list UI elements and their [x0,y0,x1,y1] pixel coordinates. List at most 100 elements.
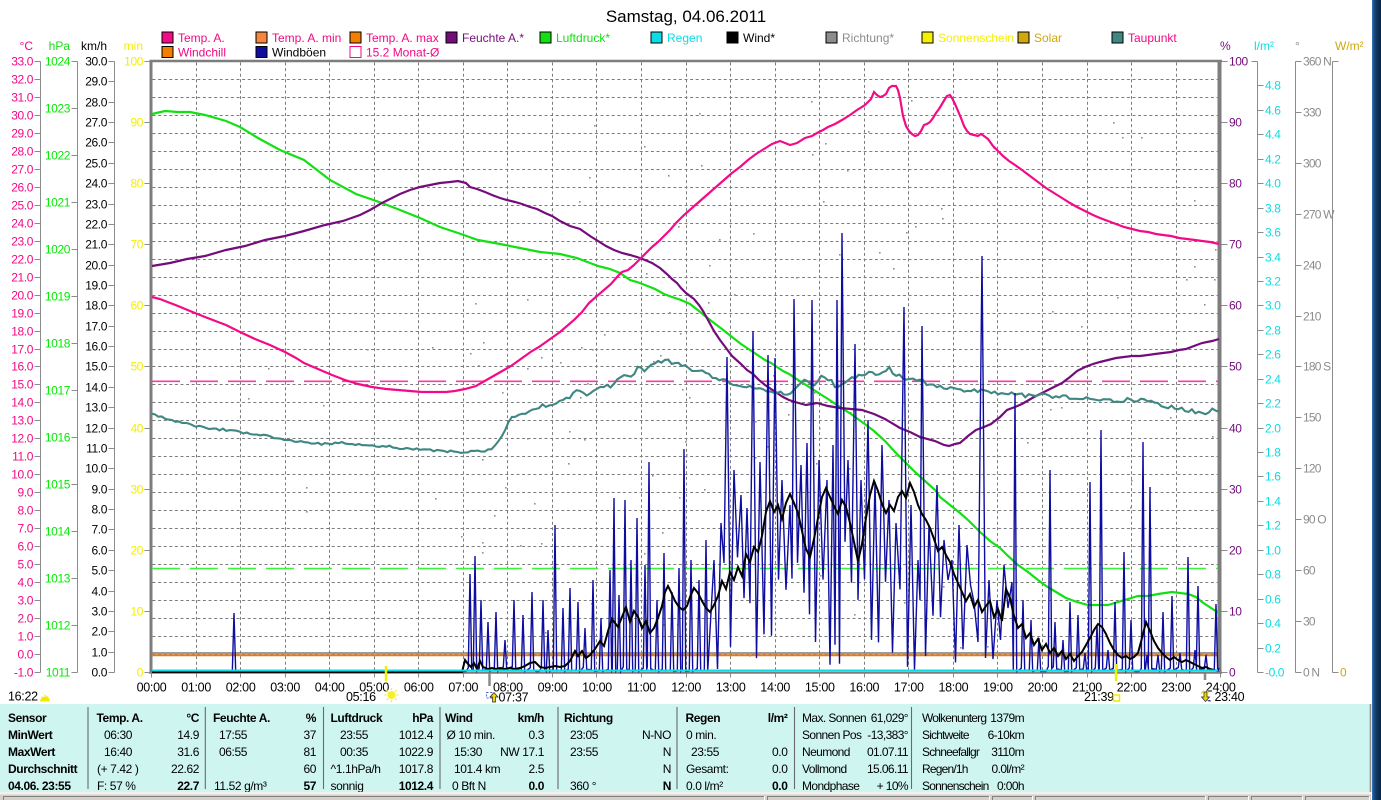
svg-text:1013: 1013 [45,572,71,586]
svg-text:23:05: 23:05 [570,728,599,742]
svg-text:60: 60 [130,299,143,313]
svg-text:22.7: 22.7 [177,779,199,793]
svg-text:Feuchte A.*: Feuchte A.* [462,31,524,45]
svg-text:MaxWert: MaxWert [8,745,55,759]
svg-text:23:55: 23:55 [340,728,369,742]
svg-text:18.0: 18.0 [85,299,107,313]
svg-text:120: 120 [1303,462,1322,476]
svg-text:22.0: 22.0 [85,218,107,232]
svg-text:2.6: 2.6 [1265,348,1281,362]
svg-text:14:00: 14:00 [760,681,790,695]
svg-text:Sensor: Sensor [8,711,47,725]
svg-text:05:16: 05:16 [346,690,376,704]
svg-text:23:55: 23:55 [570,745,599,759]
svg-text:%: % [306,711,317,725]
svg-text:Temp. A.: Temp. A. [97,711,143,725]
svg-text:Schneefallgr: Schneefallgr [922,745,980,759]
svg-text:04.06. 23:55: 04.06. 23:55 [8,779,71,793]
svg-text:70: 70 [130,238,143,252]
svg-text:11.52 g/m³: 11.52 g/m³ [214,779,267,793]
svg-text:31.0: 31.0 [11,91,33,105]
svg-text:0.6: 0.6 [1265,593,1281,607]
svg-text:Windchill: Windchill [178,46,226,60]
svg-text:22:00: 22:00 [1117,681,1147,695]
svg-text:1.0: 1.0 [1265,544,1281,558]
svg-text:180 S: 180 S [1303,360,1331,374]
svg-text:30.0: 30.0 [11,109,33,123]
svg-text:16:00: 16:00 [849,681,879,695]
svg-text:30: 30 [1303,615,1316,629]
svg-text:15.0: 15.0 [85,360,107,374]
svg-text:W/m²: W/m² [1335,39,1364,53]
svg-text:23:00: 23:00 [1161,681,1191,695]
svg-text:25.0: 25.0 [11,199,33,213]
svg-text:Regen: Regen [686,711,721,725]
svg-text:100: 100 [1229,55,1249,69]
svg-text:4.0: 4.0 [18,576,34,590]
svg-text:0: 0 [137,666,144,680]
svg-text:1019: 1019 [45,290,71,304]
svg-text:10:00: 10:00 [582,681,612,695]
svg-text:1.8: 1.8 [1265,446,1281,460]
svg-text:9.0: 9.0 [18,486,34,500]
svg-text:18.0: 18.0 [11,325,33,339]
svg-text:15:00: 15:00 [805,681,835,695]
svg-text:(+ 7.42 ): (+ 7.42 ) [97,762,139,776]
svg-text:1018: 1018 [45,337,71,351]
svg-text:°: ° [1295,39,1300,53]
svg-text:81: 81 [303,745,316,759]
svg-text:0.3: 0.3 [529,728,545,742]
svg-text:23:55: 23:55 [691,745,720,759]
svg-text:Solar: Solar [1034,31,1062,45]
svg-text:1016: 1016 [45,431,71,445]
svg-text:09:00: 09:00 [538,681,568,695]
svg-text:1012.4: 1012.4 [399,728,434,742]
svg-text:0.0: 0.0 [772,779,788,793]
svg-text:29.0: 29.0 [85,75,107,89]
svg-text:80: 80 [1229,177,1242,191]
svg-text:3.2: 3.2 [1265,275,1281,289]
svg-text:Wolkenunterg: Wolkenunterg [922,711,986,725]
svg-text:15.0: 15.0 [11,378,33,392]
svg-text:2.2: 2.2 [1265,397,1281,411]
svg-text:17:00: 17:00 [894,681,924,695]
svg-text:13.0: 13.0 [11,414,33,428]
svg-text:1011: 1011 [46,666,71,680]
svg-text:1017.8: 1017.8 [399,762,434,776]
svg-text:07:37: 07:37 [499,691,529,705]
svg-text:0 min.: 0 min. [686,728,716,742]
svg-text:19:00: 19:00 [983,681,1013,695]
svg-text:28.0: 28.0 [85,96,107,110]
svg-text:1379m: 1379m [990,711,1024,725]
svg-text:2.0: 2.0 [18,612,34,626]
svg-text:20: 20 [130,544,143,558]
svg-text:3.0: 3.0 [18,594,34,608]
svg-text:N: N [663,779,671,793]
svg-text:+ 10%: + 10% [877,779,909,793]
svg-text:-1.0: -1.0 [14,666,34,680]
svg-text:Wind*: Wind* [743,31,775,45]
svg-text:0 Bft N: 0 Bft N [452,779,486,793]
svg-text:Richtung: Richtung [564,711,613,725]
svg-text:Regen/1h: Regen/1h [922,762,968,776]
svg-text:30: 30 [1229,483,1242,497]
svg-text:24.0: 24.0 [85,177,107,191]
svg-text:1012.4: 1012.4 [399,779,434,793]
svg-text:6.0: 6.0 [18,540,34,554]
svg-text:sonnig: sonnig [331,779,364,793]
svg-text:23.0: 23.0 [11,235,33,249]
svg-text:Regen: Regen [667,31,702,45]
svg-text:17:55: 17:55 [219,728,248,742]
svg-text:24.0: 24.0 [11,217,33,231]
svg-text:210: 210 [1303,310,1322,324]
svg-text:03:00: 03:00 [270,681,300,695]
svg-text:23:40: 23:40 [1215,690,1245,704]
svg-text:18:00: 18:00 [939,681,969,695]
svg-text:00:35: 00:35 [340,745,369,759]
svg-text:05:00: 05:00 [359,681,389,695]
svg-text:25.0: 25.0 [85,157,107,171]
svg-text:14.9: 14.9 [177,728,199,742]
svg-text:Vollmond: Vollmond [802,762,847,776]
svg-text:hPa: hPa [412,711,434,725]
svg-text:29.0: 29.0 [11,127,33,141]
